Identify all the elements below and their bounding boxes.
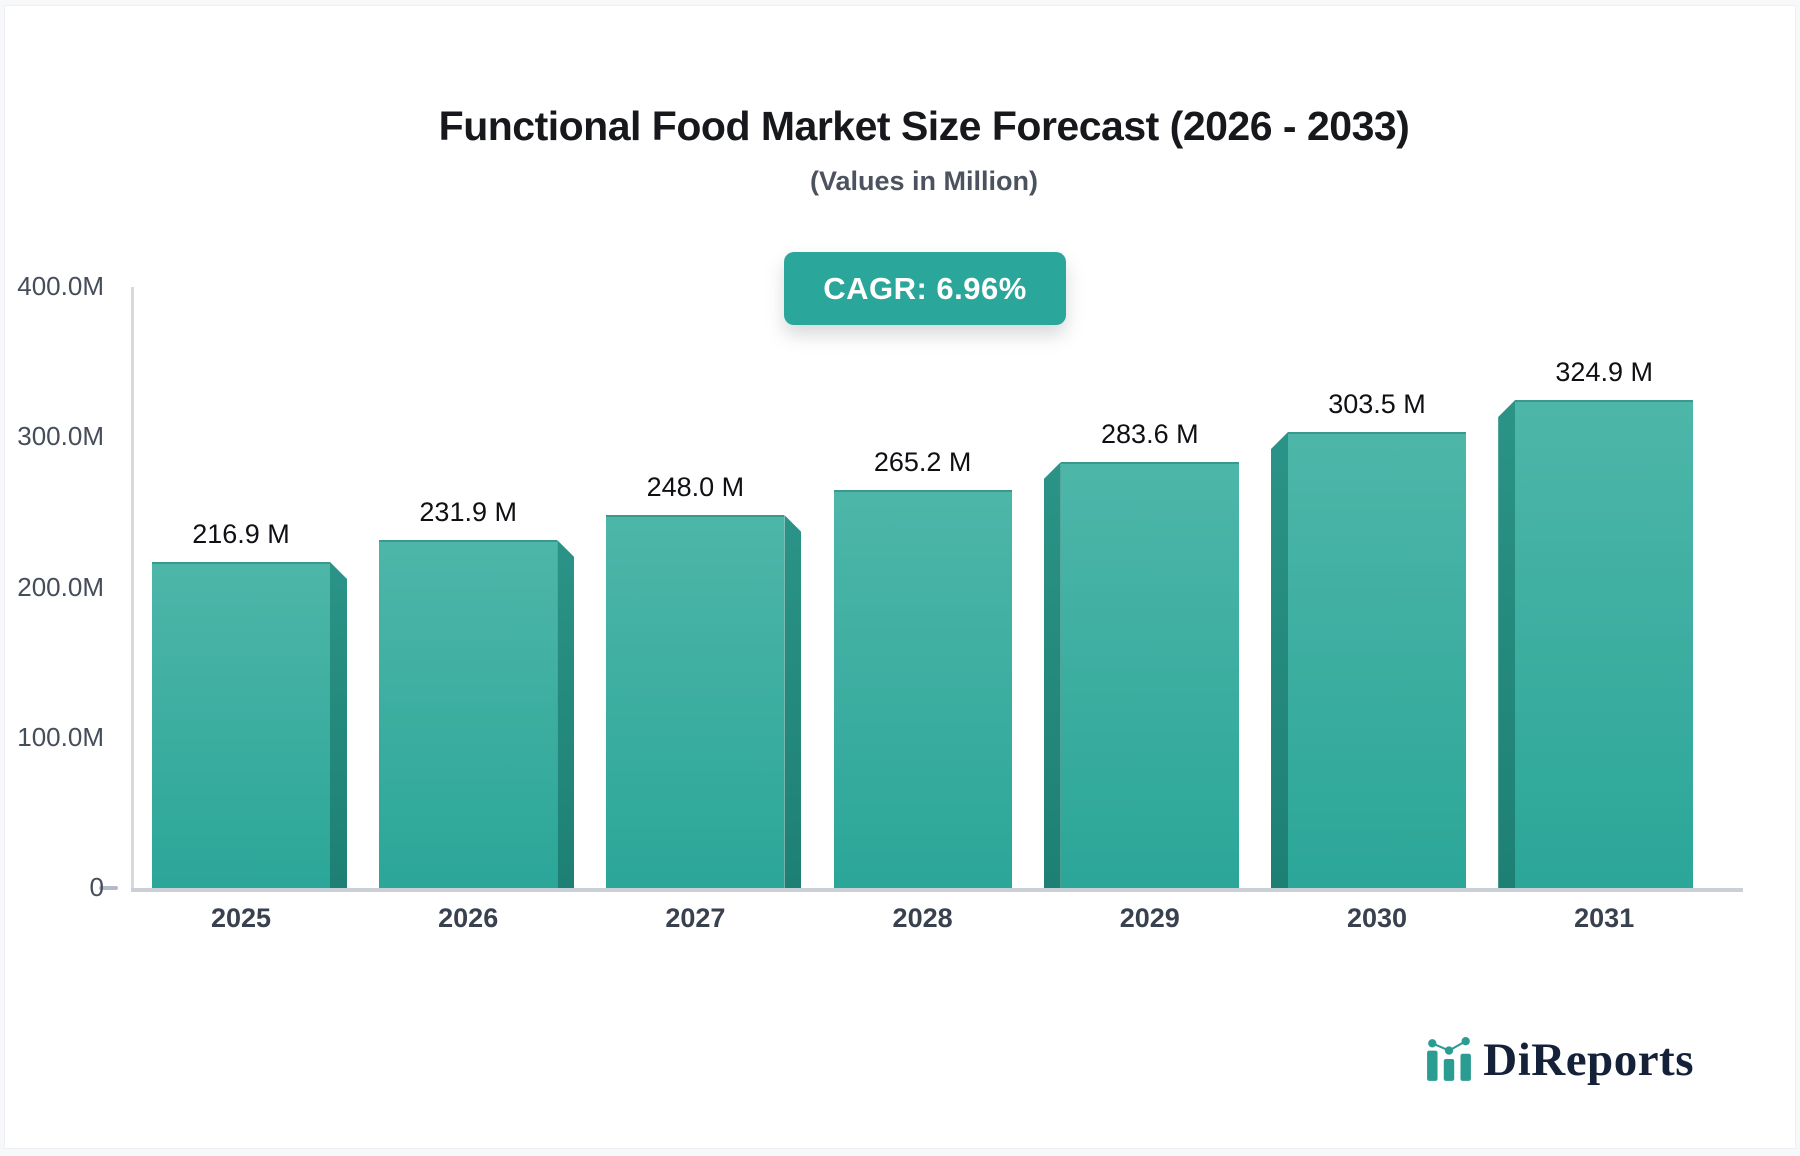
bar-side-face (784, 515, 802, 888)
y-tick-label: 400.0M (17, 271, 104, 301)
bar-2027 (606, 515, 785, 888)
y-tick-label: 100.0M (17, 721, 104, 752)
cagr-badge: CAGR: 6.96% (784, 252, 1066, 325)
bar-2028 (833, 490, 1012, 888)
bar-2030 (1288, 432, 1466, 888)
chart-subtitle: (Values in Million) (809, 166, 1039, 196)
bar-value-label: 324.9 M (1555, 357, 1653, 387)
bar-value-label: 283.6 M (1101, 419, 1199, 449)
brand-logo: DiReports (1425, 1033, 1694, 1087)
bar-value-label: 303.5 M (1328, 389, 1426, 419)
bar-2025 (152, 562, 330, 888)
x-tick-label: 2026 (438, 903, 499, 933)
bar-side-face (330, 562, 347, 888)
brand-logo-icon (1427, 1037, 1472, 1081)
x-tick-label: 2030 (1346, 903, 1408, 933)
bar-2031 (1515, 400, 1694, 888)
bar-2026 (379, 540, 558, 888)
bar-value-label: 216.9 M (192, 519, 290, 549)
y-tick-label: 200.0M (17, 571, 104, 602)
bar-2029 (1060, 462, 1239, 888)
bar-side-face (1271, 432, 1288, 888)
y-tick-label: 0 (89, 872, 104, 902)
brand-logo-text: DiReports (1483, 1034, 1694, 1086)
y-axis-line (131, 287, 134, 888)
bar-side-face (557, 540, 575, 888)
bar-side-face (1043, 462, 1061, 888)
x-axis-line (131, 888, 1743, 892)
cagr-badge-label: CAGR: 6.96% (823, 270, 1027, 306)
x-tick-label: 2029 (1119, 903, 1180, 933)
x-tick-label: 2025 (210, 903, 272, 933)
zero-tick-mark (99, 886, 118, 890)
bar-value-label: 231.9 M (419, 497, 517, 527)
y-tick-label: 300.0M (17, 421, 104, 452)
bar-value-label: 265.2 M (873, 447, 972, 477)
chart-title: Functional Food Market Size Forecast (20… (438, 103, 1410, 149)
x-tick-label: 2031 (1574, 903, 1635, 933)
bar-value-label: 248.0 M (646, 472, 745, 502)
x-tick-label: 2028 (892, 903, 953, 933)
x-tick-label: 2027 (665, 903, 726, 933)
bar-side-face (1498, 400, 1516, 888)
